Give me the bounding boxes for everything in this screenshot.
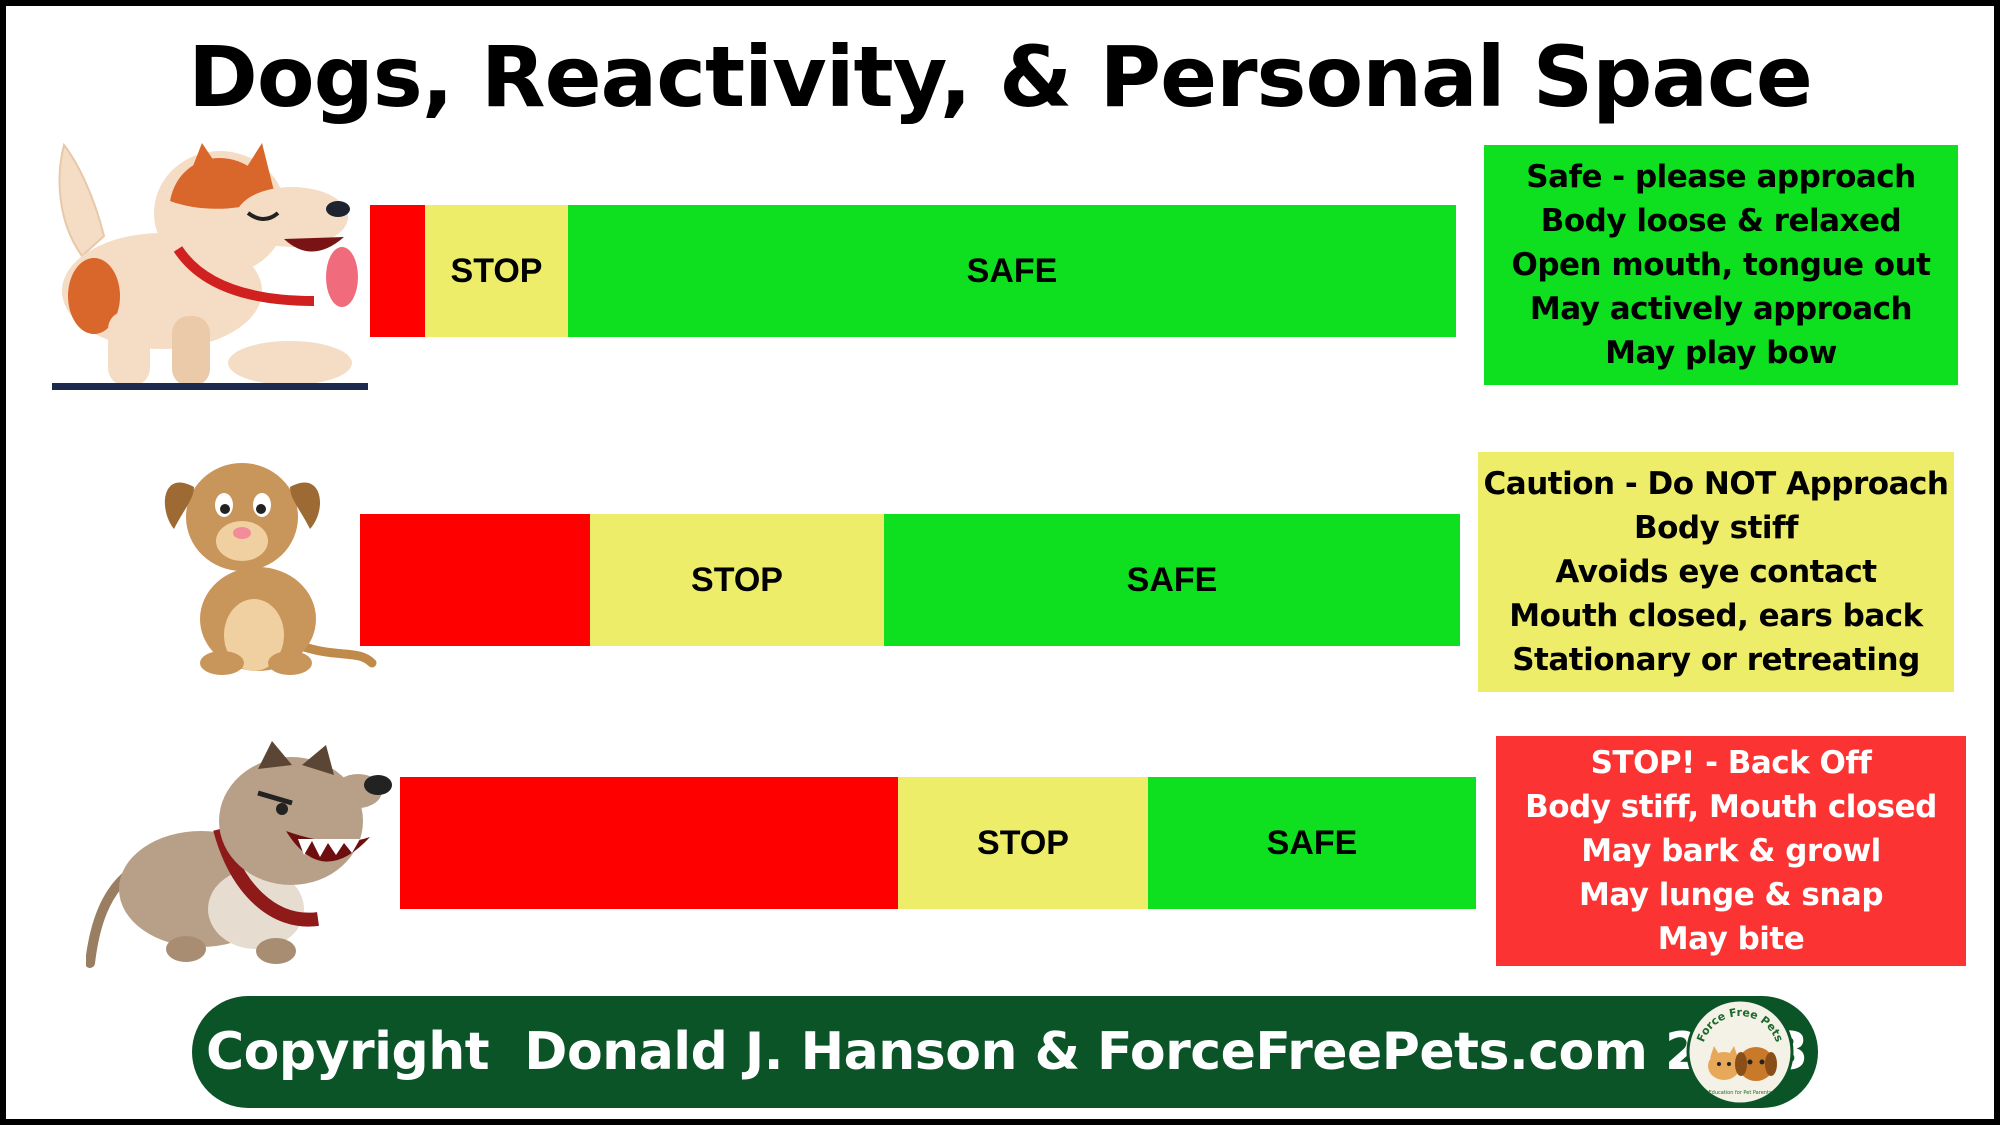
stop-zone: STOP [425,205,568,337]
copyright-banner: Copyright Donald J. Hanson & ForceFreePe… [192,996,1818,1108]
aggressive-dog-icon [86,741,392,968]
safe-zone: SAFE [1148,777,1476,909]
safe-zone: SAFE [568,205,1456,337]
stop-zone: STOP [898,777,1148,909]
description-line: STOP! - Back Off [1590,745,1872,781]
description-line: Safe - please approach [1526,159,1916,195]
safe-description-box: Safe - please approach Body loose & rela… [1484,145,1958,385]
force-free-pets-logo[interactable]: Force Free Pets Education for Pet Parent… [1686,998,1794,1106]
page-title: Dogs, Reactivity, & Personal Space [188,28,1813,126]
description-line: Open mouth, tongue out [1511,247,1931,283]
description-line: Caution - Do NOT Approach [1483,466,1949,502]
description-line: Avoids eye contact [1555,554,1877,590]
red-zone [360,514,590,646]
description-line: Stationary or retreating [1512,642,1920,678]
safe-zone: SAFE [884,514,1460,646]
copyright-text: Copyright Donald J. Hanson & ForceFreePe… [206,1022,1808,1082]
red-zone [370,205,425,337]
description-line: Body stiff, Mouth closed [1525,789,1937,825]
description-line: May bite [1657,921,1805,957]
description-line: May bark & growl [1581,833,1881,869]
svg-text:Education for Pet Parents: Education for Pet Parents [1708,1090,1771,1096]
happy-dog-icon [52,142,368,390]
description-line: May lunge & snap [1578,877,1884,913]
description-line: Body stiff [1634,510,1799,546]
description-line: May play bow [1605,335,1837,371]
distance-bar-danger: STOP SAFE [400,777,1476,909]
stop-zone: STOP [590,514,884,646]
nervous-dog-icon [164,463,377,675]
caution-description-box: Caution - Do NOT Approach Body stiff Avo… [1478,452,1954,692]
red-zone [400,777,898,909]
stop-description-box: STOP! - Back Off Body stiff, Mouth close… [1496,736,1966,966]
description-line: Body loose & relaxed [1540,203,1902,239]
description-line: May actively approach [1529,291,1913,327]
distance-bar-relaxed: STOP SAFE [370,205,1456,337]
distance-bar-caution: STOP SAFE [360,514,1460,646]
description-line: Mouth closed, ears back [1509,598,1923,634]
